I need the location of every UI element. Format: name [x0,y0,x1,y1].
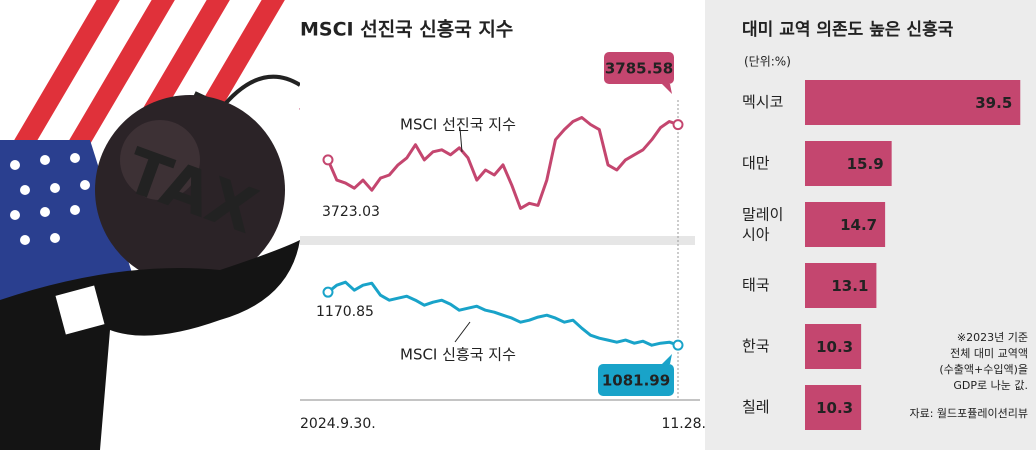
series-leader [459,127,463,153]
value-label: 1170.85 [316,304,374,320]
x-tick-label: 2024.9.30. [300,416,376,432]
value-label: 15.9 [847,155,884,173]
bar [805,263,877,308]
value-box [604,52,674,84]
value-box [598,364,674,396]
chart-title: MSCI 선진국 신흥국 지수 [300,18,513,41]
chart-subtitle: (단위:%) [744,55,791,69]
bar [805,141,892,186]
note: ※2023년 기준 전체 대미 교역액 (수출액+수입액)을 GDP로 나눈 값. [939,331,1028,392]
value-label: 10.3 [816,399,853,417]
category-label: 칠레 [742,398,770,416]
category-label: 멕시코 [742,93,783,111]
series-leader [454,321,471,343]
value-box-pointer [662,84,672,94]
value-label: 3723.03 [322,204,380,220]
source: 자료: 월드포퓰레이션리뷰 [909,407,1028,420]
end-point [322,154,334,166]
series-line [327,280,679,347]
category-label: 한국 [742,337,770,355]
bar [805,80,1021,125]
end-point [672,339,684,351]
category-label: 대만 [742,154,770,172]
bar [805,202,886,247]
bar [805,324,862,369]
end-point [672,119,684,131]
end-point [322,286,334,298]
chart-title: 대미 교역 의존도 높은 신흥국 [742,19,954,40]
value-label: 3785.58 [605,60,673,78]
series-line [326,116,679,210]
bar [805,385,862,430]
value-label: 1081.99 [602,372,670,390]
value-label: 10.3 [816,338,853,356]
category-label: 태국 [742,276,770,294]
value-box-pointer [662,354,672,364]
value-label: 13.1 [831,277,868,295]
category-label: 말레이 시아 [742,205,783,243]
series-label: MSCI 선진국 지수 [400,116,516,134]
illustration: TAX [0,0,356,450]
value-label: 39.5 [975,94,1012,112]
x-tick-label: 11.28. [661,416,706,432]
value-label: 14.7 [840,216,877,234]
panel-gap [300,236,695,245]
series-label: MSCI 신흥국 지수 [400,346,516,364]
